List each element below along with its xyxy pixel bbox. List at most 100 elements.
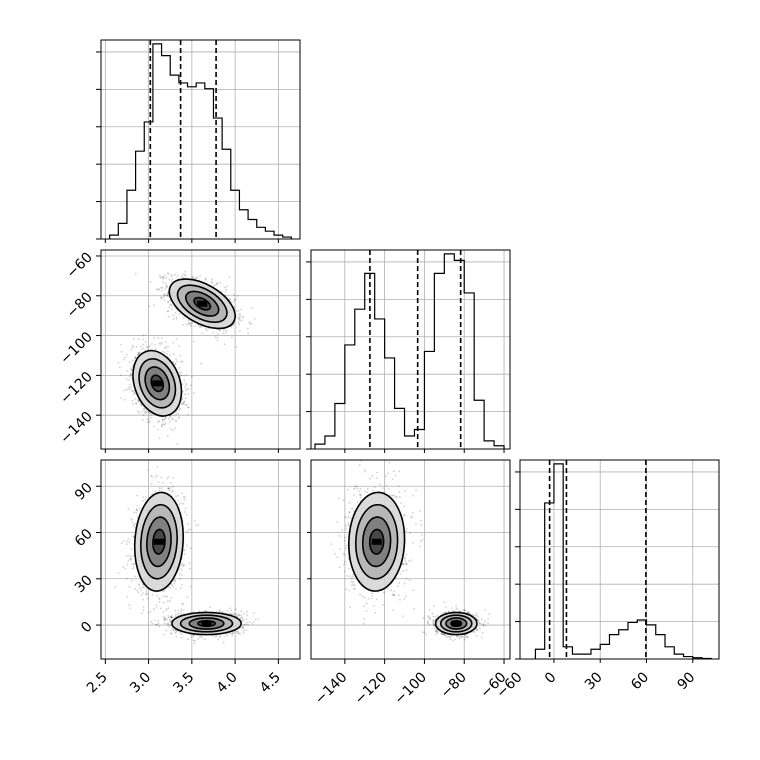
scatter-point — [182, 549, 185, 552]
scatter-point — [165, 346, 167, 349]
scatter-point — [145, 590, 148, 593]
scatter-point — [182, 602, 185, 605]
scatter-point — [191, 375, 193, 378]
scatter-point — [142, 598, 144, 601]
scatter-point — [181, 383, 184, 385]
scatter-point — [142, 592, 145, 594]
scatter-point — [131, 390, 134, 392]
scatter-point — [240, 308, 242, 311]
scatter-point — [180, 502, 182, 504]
scatter-point — [119, 366, 121, 369]
scatter-point — [183, 386, 186, 388]
scatter-point — [160, 425, 163, 428]
scatter-point — [205, 329, 208, 332]
scatter-point — [236, 294, 239, 297]
scatter-point — [173, 415, 176, 417]
scatter-point — [175, 338, 178, 340]
scatter-point — [181, 397, 184, 400]
scatter-point — [180, 371, 183, 374]
scatter-point — [158, 601, 161, 603]
scatter-point — [194, 277, 197, 280]
scatter-point — [156, 465, 159, 468]
scatter-point — [216, 282, 219, 285]
scatter-point — [154, 490, 157, 493]
scatter-point — [163, 633, 166, 636]
scatter-point — [170, 632, 172, 635]
scatter-point — [125, 378, 128, 381]
scatter-point — [162, 276, 165, 278]
scatter-point — [136, 353, 139, 356]
scatter-point — [158, 597, 161, 600]
scatter-point — [153, 425, 156, 428]
scatter-point — [174, 273, 176, 276]
scatter-point — [167, 475, 170, 478]
scatter-point — [138, 584, 141, 587]
scatter-point — [215, 283, 218, 286]
scatter-point — [235, 615, 238, 617]
scatter-point — [132, 524, 135, 526]
scatter-point — [140, 594, 143, 596]
scatter-point — [166, 435, 169, 437]
scatter-point — [199, 275, 202, 277]
scatter-point — [146, 418, 149, 421]
scatter-point — [222, 332, 225, 335]
scatter-point — [137, 400, 140, 402]
scatter-point — [182, 276, 185, 279]
scatter-point — [119, 397, 122, 399]
scatter-point — [178, 612, 180, 614]
scatter-point — [216, 282, 218, 285]
scatter-point — [163, 423, 166, 426]
scatter-point — [142, 496, 145, 498]
scatter-point — [201, 332, 204, 334]
density-peak — [152, 380, 163, 387]
scatter-point — [188, 322, 190, 325]
scatter-point — [172, 477, 175, 479]
scatter-point — [134, 356, 137, 359]
scatter-point — [126, 540, 128, 542]
scatter-point — [135, 508, 138, 510]
scatter-point — [142, 418, 144, 421]
scatter-point — [172, 314, 175, 317]
scatter-point — [166, 294, 169, 297]
scatter-point — [167, 487, 170, 489]
scatter-point — [130, 373, 132, 375]
scatter-point — [205, 278, 207, 281]
scatter-point — [135, 402, 138, 405]
scatter-point — [188, 387, 190, 390]
scatter-point — [162, 296, 165, 298]
scatter-point — [199, 326, 201, 328]
scatter-point — [200, 362, 203, 365]
scatter-point — [184, 270, 187, 273]
scatter-point — [211, 281, 214, 284]
density-contours — [133, 491, 184, 592]
scatter-point — [140, 348, 143, 350]
contour-line — [132, 349, 183, 417]
scatter-point — [176, 360, 179, 363]
scatter-point — [213, 284, 216, 286]
scatter-point — [131, 521, 134, 524]
scatter-point — [168, 354, 171, 357]
scatter-point — [166, 272, 169, 274]
scatter-point — [196, 276, 199, 279]
scatter-point — [134, 357, 137, 360]
scatter-point — [168, 278, 171, 281]
scatter-point — [167, 345, 169, 348]
scatter-point — [133, 563, 136, 565]
scatter-point — [167, 350, 169, 352]
scatter-point — [223, 329, 225, 332]
scatter-point — [184, 393, 186, 396]
scatter-point — [204, 277, 207, 279]
scatter-point — [138, 411, 141, 414]
scatter-point — [161, 275, 164, 278]
scatter-point — [146, 346, 148, 348]
scatter-point — [148, 345, 151, 348]
scatter-point — [147, 469, 150, 472]
scatter-point — [126, 577, 128, 580]
scatter-point — [176, 275, 179, 277]
scatter-point — [223, 286, 226, 289]
scatter-point — [181, 574, 183, 577]
scatter-point — [125, 554, 128, 557]
density-contours — [168, 278, 236, 330]
scatter-point — [171, 491, 173, 493]
scatter-point — [233, 305, 236, 308]
